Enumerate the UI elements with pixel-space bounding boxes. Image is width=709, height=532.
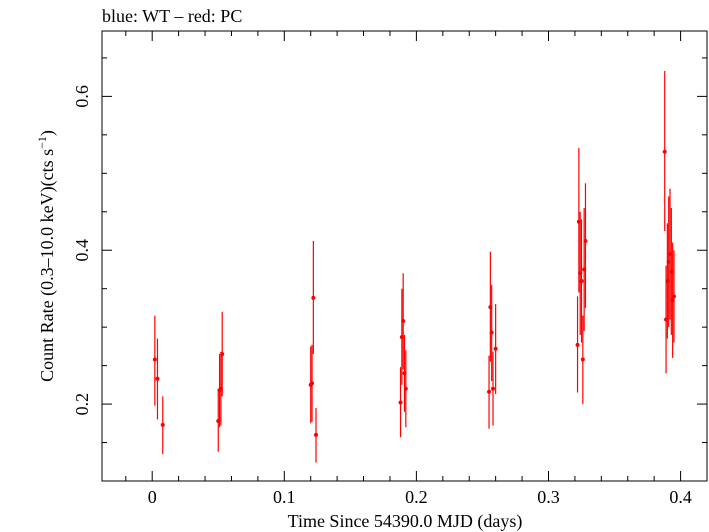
x-tick-label: 0.4 [669,487,692,507]
x-tick-label: 0.2 [405,487,428,507]
data-point [580,357,585,362]
x-tick-label: 0 [148,487,157,507]
y-axis-label: Count Rate (0.3–10.0 keV)(cts s−1) [35,130,58,382]
data-point [579,279,584,283]
data-point [155,376,160,381]
data-point [401,319,406,323]
data-point [152,357,157,362]
axis-tick-labels: 0 0.1 0.2 0.3 0.4 0.2 0.4 0.6 [72,85,692,507]
data-point [220,352,225,357]
y-tick-label: 0.4 [72,239,92,262]
y-tick-label: 0.2 [72,393,92,416]
data-point [311,295,316,300]
data-point [575,342,580,347]
data-point [487,389,492,394]
data-point [398,400,403,405]
data-point [489,330,494,335]
data-point [671,294,676,299]
y-axis-label-superscript: −1 [35,136,49,149]
y-axis-label-main: Count Rate (0.3–10.0 keV)(cts s [37,149,58,382]
data-point [662,149,667,154]
data-point [491,386,496,391]
data-point [403,386,408,391]
x-axis-label: Time Since 54390.0 MJD (days) [288,511,523,532]
data-point [493,346,498,351]
x-tick-label: 0.1 [273,487,296,507]
y-axis-label-tail: ) [37,130,58,136]
chart-title: blue: WT – red: PC [102,6,242,26]
y-tick-label: 0.6 [72,85,92,108]
data-points [152,71,676,463]
data-point [583,239,588,243]
plot-frame [101,30,708,482]
data-point [160,422,165,427]
x-tick-label: 0.3 [537,487,560,507]
data-point [313,432,318,437]
axis-ticks [102,31,708,482]
data-point [310,381,315,386]
